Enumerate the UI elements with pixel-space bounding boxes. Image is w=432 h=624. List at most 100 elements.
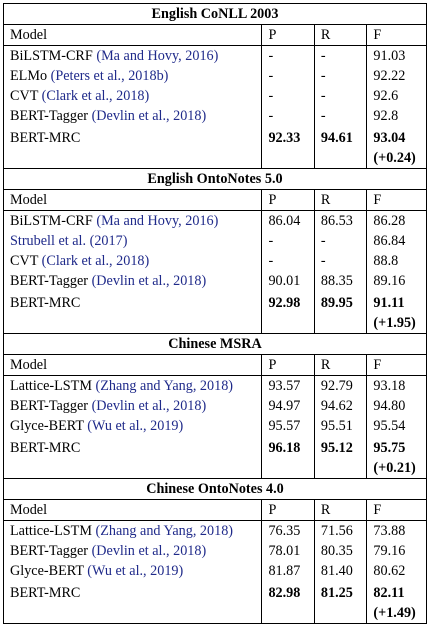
section-title: Chinese MSRA xyxy=(3,333,427,355)
f1-value: 95.54 xyxy=(366,416,427,436)
model-name: BERT-Tagger xyxy=(10,273,89,289)
best-model-row: BERT-MRC 92.33 94.61 93.04 (+0.24) xyxy=(4,126,427,169)
column-header-row: Model P R F xyxy=(3,499,427,521)
model-name: Lattice-LSTM xyxy=(10,378,92,394)
header-model: Model xyxy=(3,499,262,521)
f1-value: 92.22 xyxy=(366,66,427,86)
recall-value: - xyxy=(313,106,367,126)
table-row: BiLSTM-CRF (Ma and Hovy, 2016) - -91.03 xyxy=(4,45,427,67)
citation-link[interactable]: (Wu et al., 2019) xyxy=(87,563,184,579)
model-name: BERT-MRC xyxy=(10,295,81,311)
model-cell: BERT-Tagger (Devlin et al., 2018) xyxy=(4,396,262,416)
citation-link[interactable]: (Ma and Hovy, 2016) xyxy=(96,48,219,64)
model-name: Glyce-BERT xyxy=(10,563,84,579)
precision-value: 93.57 xyxy=(261,375,315,396)
f1-improvement: (+1.49) xyxy=(373,605,416,621)
citation-link[interactable]: (Peters et al., 2018b) xyxy=(50,68,169,84)
header-model: Model xyxy=(3,24,262,46)
model-name: Glyce-BERT xyxy=(10,418,84,434)
table-row: BERT-Tagger (Devlin et al., 2018) 90.01 88… xyxy=(4,271,427,291)
recall-value: 94.61 xyxy=(313,126,367,169)
citation-link[interactable]: (Devlin et al., 2018) xyxy=(91,543,207,559)
f1-value: 94.80 xyxy=(366,396,427,416)
precision-value: - xyxy=(261,231,315,251)
precision-value: 76.35 xyxy=(261,520,315,541)
citation-link[interactable]: Strubell et al. (2017) xyxy=(10,233,128,249)
table-row: Glyce-BERT (Wu et al., 2019) 95.57 95.51 95… xyxy=(4,416,427,436)
section-title: Chinese OntoNotes 4.0 xyxy=(3,478,427,500)
section-title: English CoNLL 2003 xyxy=(3,3,427,25)
f1-value: 91.11 xyxy=(373,295,405,311)
f1-value: 92.8 xyxy=(366,106,427,126)
section-title-row: Chinese MSRA xyxy=(3,333,427,355)
model-name: BERT-MRC xyxy=(10,585,81,601)
citation-link[interactable]: (Zhang and Yang, 2018) xyxy=(95,378,234,394)
f1-value: 92.6 xyxy=(366,86,427,106)
model-name: CVT xyxy=(10,253,39,269)
precision-value: 94.97 xyxy=(261,396,315,416)
table-row: Lattice-LSTM (Zhang and Yang, 2018) 93.57… xyxy=(4,375,427,396)
model-cell: ELMo (Peters et al., 2018b) xyxy=(4,66,262,86)
column-header-row: Model P R F xyxy=(3,189,427,211)
recall-value: 81.40 xyxy=(313,561,367,581)
f1-cell: 93.04 (+0.24) xyxy=(366,126,427,169)
table-row: Lattice-LSTM (Zhang and Yang, 2018) 76.35… xyxy=(4,520,427,542)
precision-value: - xyxy=(261,251,315,271)
f1-cell: 82.11 (+1.49) xyxy=(366,581,427,624)
model-name: BiLSTM-CRF xyxy=(10,213,93,229)
citation-link[interactable]: (Devlin et al., 2018) xyxy=(91,273,207,289)
f1-value: 86.28 xyxy=(366,210,427,231)
citation-link[interactable]: (Clark et al., 2018) xyxy=(41,253,150,269)
model-name: CVT xyxy=(10,88,39,104)
precision-value: 82.98 xyxy=(261,581,315,624)
f1-value: 86.84 xyxy=(366,231,427,251)
f1-value: 82.11 xyxy=(373,585,405,601)
citation-link[interactable]: (Devlin et al., 2018) xyxy=(91,398,207,414)
table-row: CVT (Clark et al., 2018) - -88.8 xyxy=(4,251,427,271)
column-header-row: Model P R F xyxy=(3,354,427,376)
model-name: BERT-Tagger xyxy=(10,398,89,414)
precision-value: 92.98 xyxy=(261,291,315,334)
recall-value: 95.12 xyxy=(313,436,367,479)
citation-link[interactable]: (Clark et al., 2018) xyxy=(41,88,150,104)
section-title-row: English CoNLL 2003 xyxy=(3,3,427,25)
recall-value: 86.53 xyxy=(313,210,367,231)
section-title-row: English OntoNotes 5.0 xyxy=(3,168,427,190)
precision-value: 78.01 xyxy=(261,541,315,561)
citation-link[interactable]: (Zhang and Yang, 2018) xyxy=(95,523,234,539)
header-precision: P xyxy=(261,499,315,521)
header-recall: R xyxy=(313,24,367,46)
model-name: BERT-MRC xyxy=(10,130,81,146)
f1-value: 93.04 xyxy=(373,130,406,146)
f1-value: 93.18 xyxy=(366,375,427,396)
header-model: Model xyxy=(3,354,262,376)
model-cell: Strubell et al. (2017) xyxy=(4,231,262,251)
f1-value: 79.16 xyxy=(366,541,427,561)
model-cell: BiLSTM-CRF (Ma and Hovy, 2016) xyxy=(4,46,262,67)
header-precision: P xyxy=(261,189,315,211)
recall-value: - xyxy=(313,231,367,251)
best-model-row: BERT-MRC 82.98 81.25 82.11 (+1.49) xyxy=(4,581,427,624)
model-name: BERT-MRC xyxy=(10,440,81,456)
precision-value: 92.33 xyxy=(261,126,315,169)
citation-link[interactable]: (Ma and Hovy, 2016) xyxy=(96,213,219,229)
citation-link[interactable]: (Devlin et al., 2018) xyxy=(91,108,207,124)
precision-value: - xyxy=(261,66,315,86)
recall-value: 94.62 xyxy=(313,396,367,416)
header-precision: P xyxy=(261,354,315,376)
best-model-row: BERT-MRC 96.18 95.12 95.75 (+0.21) xyxy=(4,436,427,479)
citation-link[interactable]: (Wu et al., 2019) xyxy=(87,418,184,434)
model-cell: Lattice-LSTM (Zhang and Yang, 2018) xyxy=(4,521,262,542)
precision-value: 81.87 xyxy=(261,561,315,581)
f1-improvement: (+0.24) xyxy=(373,150,416,166)
model-cell: BiLSTM-CRF (Ma and Hovy, 2016) xyxy=(4,211,262,232)
f1-value: 73.88 xyxy=(366,520,427,541)
section-title: English OntoNotes 5.0 xyxy=(3,168,427,190)
model-cell: BERT-Tagger (Devlin et al., 2018) xyxy=(4,271,262,291)
model-cell: CVT (Clark et al., 2018) xyxy=(4,251,262,271)
precision-value: - xyxy=(261,106,315,126)
ner-results-table: English CoNLL 2003 Model P R F BiLSTM-CRF (Ma… xyxy=(3,3,427,624)
model-cell: Glyce-BERT (Wu et al., 2019) xyxy=(4,416,262,436)
model-cell: CVT (Clark et al., 2018) xyxy=(4,86,262,106)
header-model: Model xyxy=(3,189,262,211)
